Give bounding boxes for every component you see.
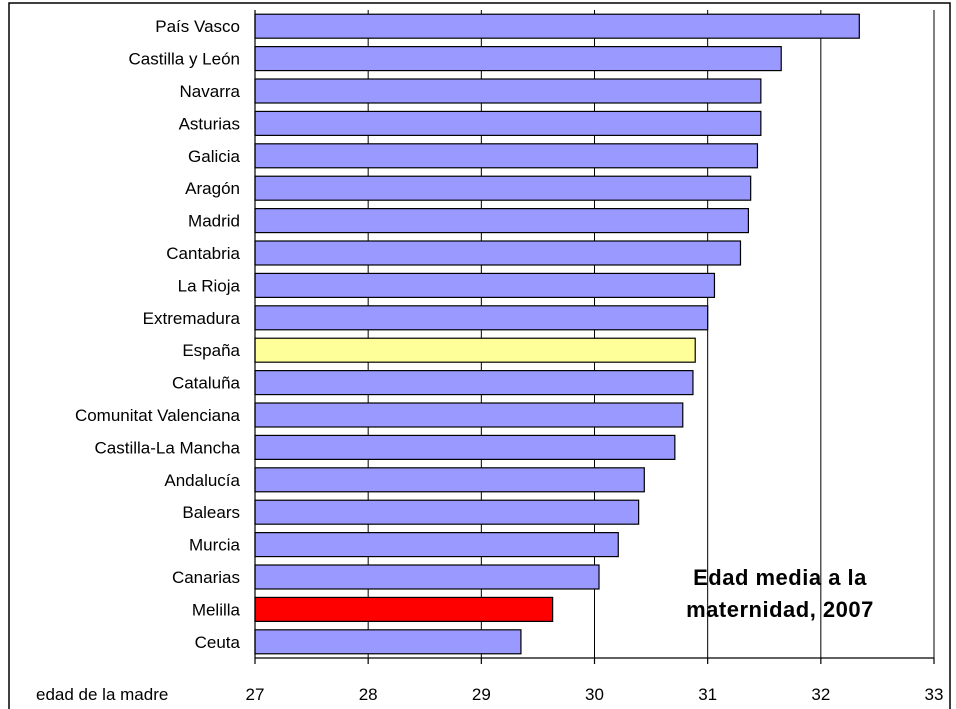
category-label-2: Navarra: [180, 82, 241, 101]
bar-7: [254, 240, 742, 266]
tick-label-5: 32: [811, 685, 830, 704]
bar-14: [254, 467, 645, 493]
tick-label-3: 30: [585, 685, 604, 704]
category-label-18: Melilla: [192, 600, 241, 619]
bar-0: [254, 13, 860, 39]
category-labels: País Vasco Castilla y León Navarra Asturias…: [75, 17, 241, 652]
bar-18: [254, 596, 554, 622]
tick-label-4: 31: [698, 685, 717, 704]
bar-10: [254, 337, 696, 363]
category-label-19: Ceuta: [195, 633, 241, 652]
category-label-16: Murcia: [189, 536, 241, 555]
bar-2: [254, 78, 762, 104]
category-label-14: Andalucía: [164, 471, 240, 490]
bar-3: [254, 110, 762, 136]
category-label-13: Castilla-La Mancha: [94, 438, 240, 457]
tick-label-2: 29: [472, 685, 491, 704]
chart-title-line-2: maternidad, 2007: [686, 597, 874, 622]
category-label-15: Balears: [182, 503, 240, 522]
bar-16: [254, 532, 619, 558]
category-label-5: Aragón: [185, 179, 240, 198]
bar-6: [254, 208, 750, 234]
bar-19: [254, 629, 522, 655]
category-label-3: Asturias: [179, 114, 240, 133]
category-label-0: País Vasco: [155, 17, 240, 36]
bar-5: [254, 175, 752, 201]
category-label-12: Comunitat Valenciana: [75, 406, 241, 425]
x-axis-label: edad de la madre: [36, 685, 168, 704]
bar-13: [254, 434, 676, 460]
tick-label-6: 33: [925, 685, 944, 704]
tick-label-0: 27: [246, 685, 265, 704]
x-ticks: 27 28 29 30 31 32 33: [246, 658, 944, 704]
bar-4: [254, 143, 759, 169]
category-label-6: Madrid: [188, 212, 240, 231]
category-label-17: Canarias: [172, 568, 240, 587]
bars: [254, 13, 860, 655]
category-label-1: Castilla y León: [128, 50, 240, 69]
category-label-8: La Rioja: [178, 276, 241, 295]
bar-8: [254, 272, 716, 298]
tick-label-1: 28: [359, 685, 378, 704]
category-label-9: Extremadura: [143, 309, 241, 328]
category-label-11: Cataluña: [172, 374, 241, 393]
category-label-10: España: [182, 341, 240, 360]
chart-title-line-1: Edad media a la: [693, 565, 867, 590]
bar-12: [254, 402, 684, 428]
category-label-4: Galicia: [188, 147, 241, 166]
category-label-7: Cantabria: [166, 244, 240, 263]
bar-11: [254, 370, 694, 396]
bar-9: [254, 305, 709, 331]
bar-1: [254, 46, 782, 72]
bar-15: [254, 499, 640, 525]
bar-17: [254, 564, 600, 590]
